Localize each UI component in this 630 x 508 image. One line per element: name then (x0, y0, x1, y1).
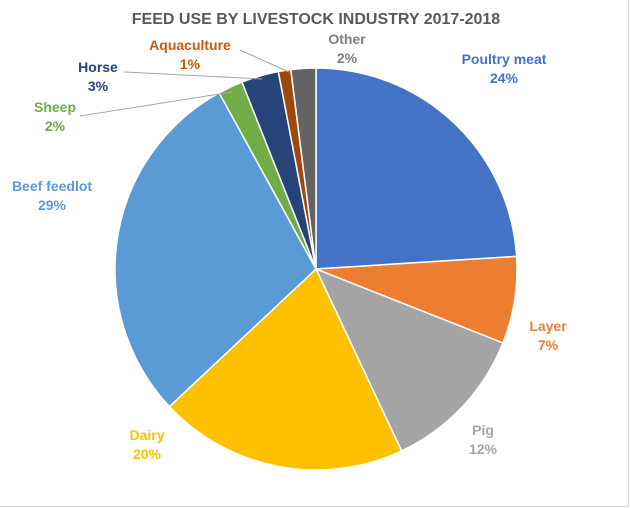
slice-value-pig: 12% (469, 441, 498, 457)
pie-slice-pig (314, 267, 504, 452)
pie-slice-dairy (168, 267, 403, 471)
leader-line-sheep (79, 91, 233, 117)
slice-label-beef-feedlot: Beef feedlot (12, 178, 92, 194)
slice-value-beef-feedlot: 29% (38, 197, 67, 213)
slice-label-sheep: Sheep (34, 99, 76, 115)
slice-value-dairy: 20% (133, 446, 162, 462)
slice-value-other: 2% (337, 50, 358, 66)
pie-slice-beef-feedlot (114, 91, 317, 408)
slice-value-layer: 7% (538, 337, 559, 353)
pie-slice-poultry-meat (315, 67, 518, 270)
chart-title: FEED USE BY LIVESTOCK INDUSTRY 2017-2018 (132, 11, 501, 28)
slice-value-aquaculture: 1% (180, 56, 201, 72)
slice-label-pig: Pig (472, 422, 494, 438)
slice-label-horse: Horse (78, 59, 118, 75)
slice-label-layer: Layer (529, 318, 567, 334)
slice-value-poultry-meat: 24% (490, 70, 519, 86)
slice-label-dairy: Dairy (129, 427, 164, 443)
leader-line-aquaculture (239, 49, 290, 73)
slice-label-poultry-meat: Poultry meat (462, 51, 547, 67)
slice-label-other: Other (328, 31, 366, 47)
leader-line-horse (123, 71, 263, 80)
slice-value-horse: 3% (88, 78, 109, 94)
slice-label-aquaculture: Aquaculture (149, 37, 231, 53)
slice-value-sheep: 2% (45, 118, 66, 134)
pie-slice-other (289, 67, 317, 270)
